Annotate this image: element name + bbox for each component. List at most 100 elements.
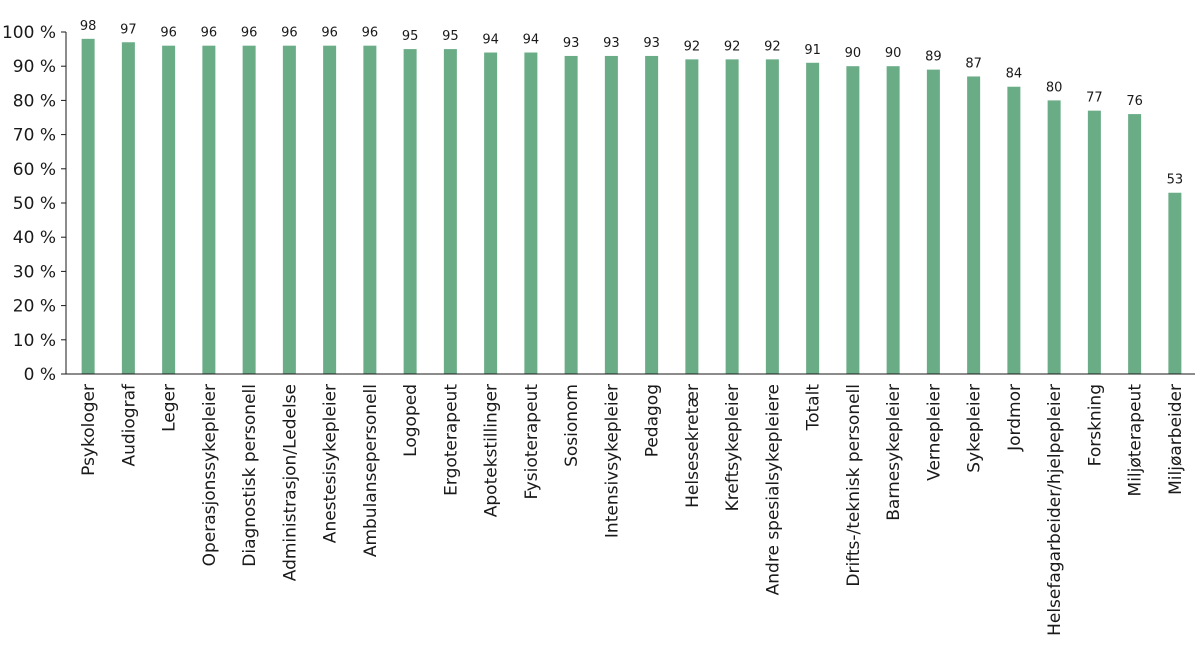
y-axis: 0 % 10 % 20 % 30 % 40 % 50 % 60 % 70 % 80 % 90 % 1… bbox=[2, 23, 67, 385]
y-tick-label: 20 % bbox=[13, 297, 56, 317]
y-tick-label: 70 % bbox=[13, 126, 56, 146]
bar bbox=[524, 52, 538, 375]
x-tick-label: Barnesykepleier bbox=[884, 384, 904, 521]
bar bbox=[484, 52, 498, 375]
y-tick-label: 100 % bbox=[2, 23, 56, 43]
x-tick-label: Sosionom bbox=[562, 384, 582, 467]
x-tick-label: Logoped bbox=[401, 384, 421, 457]
bar bbox=[323, 45, 337, 375]
data-label: 94 bbox=[482, 33, 499, 48]
y-tick-label: 50 % bbox=[13, 194, 56, 214]
y-tick-label: 10 % bbox=[13, 331, 56, 351]
x-tick-label: Diagnostisk personell bbox=[240, 384, 260, 567]
bar bbox=[443, 49, 457, 374]
x-tick-label: Miljøterapeut bbox=[1126, 384, 1146, 497]
bar bbox=[765, 59, 779, 375]
x-tick-label: Sykepleier bbox=[965, 384, 985, 473]
data-label: 76 bbox=[1126, 94, 1143, 109]
data-label: 92 bbox=[764, 39, 781, 54]
bar bbox=[202, 45, 216, 375]
x-tick-label: Apotekstillinger bbox=[482, 384, 502, 517]
data-label: 96 bbox=[321, 26, 338, 41]
bar bbox=[1128, 114, 1142, 374]
bar bbox=[282, 45, 296, 375]
data-label: 89 bbox=[925, 50, 942, 65]
data-label: 90 bbox=[885, 46, 902, 61]
data-label: 95 bbox=[442, 29, 459, 44]
data-label: 92 bbox=[684, 39, 701, 54]
x-tick-label: Totalt bbox=[804, 384, 824, 432]
bar bbox=[1007, 86, 1021, 374]
data-label: 80 bbox=[1046, 80, 1063, 95]
data-label: 93 bbox=[563, 36, 580, 51]
bar bbox=[363, 45, 377, 375]
data-label: 91 bbox=[804, 43, 821, 58]
bar bbox=[403, 49, 417, 374]
data-label: 93 bbox=[643, 36, 660, 51]
data-label: 97 bbox=[120, 22, 137, 37]
data-label: 96 bbox=[281, 26, 298, 41]
x-tick-label: Leger bbox=[160, 384, 180, 432]
data-label: 92 bbox=[724, 39, 741, 54]
x-tick-label: Andre spesialsykepleiere bbox=[763, 384, 783, 595]
y-tick-label: 40 % bbox=[13, 228, 56, 248]
bar bbox=[886, 66, 900, 374]
bars bbox=[81, 38, 1182, 375]
bar bbox=[685, 59, 699, 375]
data-label: 87 bbox=[965, 56, 982, 71]
data-label: 93 bbox=[603, 36, 620, 51]
y-tick-label: 90 % bbox=[13, 57, 56, 77]
x-tick-label: Vernepleier bbox=[924, 384, 944, 481]
bar bbox=[162, 45, 176, 375]
x-tick-label: Jordmor bbox=[1005, 384, 1025, 452]
x-tick-label: Intensivsykepleier bbox=[602, 384, 622, 538]
x-axis: Psykologer Audiograf Leger Operasjonssykepl… bbox=[66, 373, 1195, 636]
data-label: 84 bbox=[1006, 67, 1023, 82]
bar bbox=[1087, 110, 1101, 374]
x-tick-label: Pedagog bbox=[643, 384, 663, 457]
y-tick-label: 30 % bbox=[13, 262, 56, 282]
bar bbox=[926, 69, 940, 375]
x-tick-label: Miljøarbeider bbox=[1166, 384, 1186, 495]
y-tick-label: 60 % bbox=[13, 160, 56, 180]
data-label: 95 bbox=[402, 29, 419, 44]
bar bbox=[121, 42, 135, 374]
bar bbox=[564, 55, 578, 374]
bar bbox=[242, 45, 256, 375]
x-tick-label: Ambulansepersonell bbox=[361, 384, 381, 557]
data-label: 98 bbox=[80, 19, 97, 34]
bar bbox=[846, 66, 860, 374]
x-tick-label: Anestesisykepleier bbox=[321, 384, 341, 543]
bar bbox=[725, 59, 739, 375]
data-label: 96 bbox=[241, 26, 258, 41]
bar bbox=[806, 62, 820, 374]
data-label: 90 bbox=[845, 46, 862, 61]
x-tick-label: Operasjonssykepleier bbox=[200, 384, 220, 566]
bar bbox=[604, 55, 618, 374]
data-labels: 98 97 96 96 96 96 96 96 95 95 94 94 93 93 93 92 92 92 91 90… bbox=[80, 19, 1183, 188]
x-tick-label: Forskning bbox=[1085, 384, 1105, 466]
x-tick-label: Ergoterapeut bbox=[441, 384, 461, 496]
bar bbox=[645, 55, 659, 374]
bar bbox=[81, 38, 95, 375]
x-tick-label: Kreftsykepleier bbox=[723, 384, 743, 511]
bar bbox=[967, 76, 981, 375]
data-label: 53 bbox=[1167, 173, 1184, 188]
x-tick-label: Helsesekretær bbox=[683, 384, 703, 508]
y-tick-label: 0 % bbox=[24, 365, 56, 385]
data-label: 96 bbox=[201, 26, 218, 41]
bar bbox=[1047, 100, 1061, 375]
data-label: 94 bbox=[523, 33, 540, 48]
x-tick-label: Fysioterapeut bbox=[522, 384, 542, 500]
x-tick-label: Drifts-/teknisk personell bbox=[844, 384, 864, 587]
x-tick-label: Audiograf bbox=[119, 383, 139, 467]
x-tick-label: Psykologer bbox=[79, 384, 99, 476]
data-label: 77 bbox=[1086, 91, 1103, 106]
data-label: 96 bbox=[160, 26, 177, 41]
x-tick-label: Helsefagarbeider/hjelpepleier bbox=[1045, 384, 1065, 636]
x-tick-label: Administrasjon/Ledelse bbox=[280, 384, 300, 581]
y-tick-label: 80 % bbox=[13, 91, 56, 111]
data-label: 96 bbox=[362, 26, 379, 41]
bar bbox=[1168, 192, 1182, 374]
